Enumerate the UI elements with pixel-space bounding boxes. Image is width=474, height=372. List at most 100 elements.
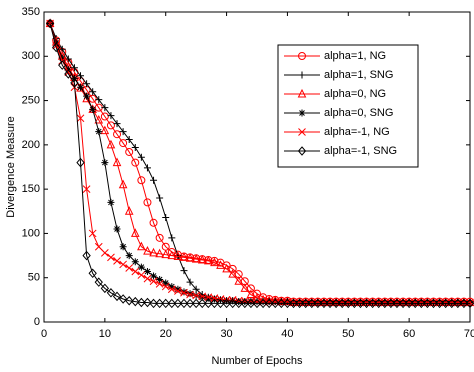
data-point <box>156 275 164 283</box>
data-point <box>137 263 145 271</box>
data-point <box>101 104 109 112</box>
data-point <box>228 264 237 273</box>
data-point <box>107 112 115 120</box>
data-point <box>70 78 79 88</box>
data-point <box>131 258 139 266</box>
data-point <box>271 298 280 309</box>
data-point <box>258 298 268 309</box>
data-point <box>119 243 127 251</box>
data-point <box>319 298 329 309</box>
data-point <box>222 263 231 273</box>
data-point <box>447 298 456 309</box>
data-point <box>155 248 164 258</box>
data-point <box>89 105 97 113</box>
data-point <box>77 72 85 80</box>
data-point <box>229 297 237 305</box>
data-point <box>338 298 347 309</box>
data-point <box>411 298 420 309</box>
data-point <box>185 298 195 309</box>
data-point <box>119 260 127 269</box>
data-point <box>143 246 152 255</box>
data-point <box>459 298 469 309</box>
data-point <box>70 64 78 72</box>
data-point <box>124 206 134 215</box>
data-point <box>119 128 127 136</box>
legend-label: alpha=-1, NG <box>324 126 390 138</box>
x-tick-label: 60 <box>403 328 415 340</box>
y-tick-label: 200 <box>22 139 40 151</box>
data-point <box>125 295 134 306</box>
data-point <box>137 176 146 185</box>
data-point <box>180 267 188 275</box>
data-point <box>107 253 115 262</box>
y-tick-label: 0 <box>34 316 40 328</box>
data-point <box>131 267 140 276</box>
legend-marker <box>297 146 307 156</box>
data-point <box>45 18 55 29</box>
data-point <box>125 147 134 156</box>
data-point <box>113 130 122 139</box>
data-point <box>289 298 298 309</box>
data-point <box>112 291 122 302</box>
data-point <box>185 253 195 262</box>
data-point <box>156 194 164 202</box>
data-point <box>429 298 438 309</box>
data-point <box>174 287 182 295</box>
legend-label: alpha=0, SNG <box>324 107 393 119</box>
data-point <box>149 277 158 286</box>
data-point <box>253 297 261 306</box>
data-point <box>392 298 402 309</box>
y-tick-label: 250 <box>22 94 40 106</box>
data-point <box>150 176 158 184</box>
legend-label: alpha=1, SNG <box>324 69 393 81</box>
data-point <box>180 288 188 297</box>
data-point <box>101 249 109 257</box>
data-point <box>210 298 219 309</box>
data-point <box>240 298 249 309</box>
data-point <box>228 298 237 309</box>
data-point <box>131 296 140 307</box>
data-point <box>137 241 146 251</box>
data-point <box>186 278 194 286</box>
data-point <box>198 298 207 309</box>
data-point <box>210 256 219 265</box>
data-point <box>77 83 85 91</box>
x-tick-label: 30 <box>220 328 232 340</box>
data-point <box>94 114 104 124</box>
y-axis-label: Divergence Measure <box>5 116 17 218</box>
data-point <box>441 298 450 309</box>
data-point <box>223 297 231 305</box>
data-point <box>149 218 158 227</box>
data-point <box>161 249 171 259</box>
data-point <box>82 185 91 193</box>
data-point <box>125 264 134 272</box>
legend-box <box>277 44 419 168</box>
data-point <box>106 121 115 130</box>
data-point <box>180 288 188 296</box>
x-tick-label: 10 <box>99 328 111 340</box>
data-point <box>83 92 91 100</box>
data-point <box>143 268 151 276</box>
data-point <box>119 139 128 148</box>
data-point <box>113 120 121 128</box>
plot-frame <box>43 11 471 323</box>
x-tick-label: 40 <box>281 328 293 340</box>
data-point <box>89 88 97 96</box>
legend-label: alpha=1, NG <box>324 50 386 62</box>
data-point <box>137 297 146 308</box>
data-point <box>143 274 152 283</box>
data-point <box>162 213 170 221</box>
data-point <box>167 298 176 309</box>
data-point <box>222 298 231 309</box>
data-point <box>125 136 133 144</box>
x-tick-label: 70 <box>464 328 474 340</box>
x-tick-label: 50 <box>342 328 354 340</box>
data-point <box>149 247 158 257</box>
data-point <box>130 228 140 237</box>
data-point <box>350 298 359 309</box>
data-point <box>271 297 280 306</box>
data-point <box>265 297 274 306</box>
data-point <box>344 298 353 309</box>
data-point <box>197 254 207 264</box>
y-tick-label: 50 <box>28 272 40 284</box>
